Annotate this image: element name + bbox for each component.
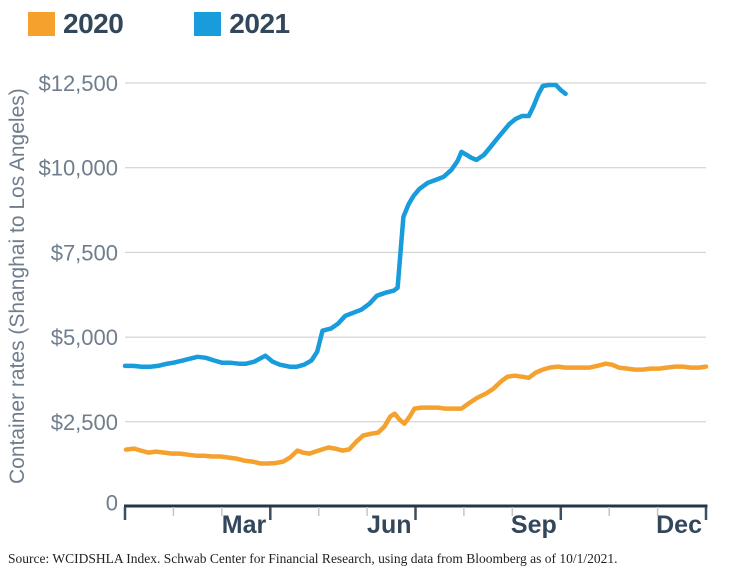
y-tick-label: $5,000 [51,325,118,350]
plot-area: $12,500 $10,000 $7,500 $5,000 $2,500 0 Mar Jun S… [38,71,709,539]
series-line-2021 [122,82,568,369]
y-tick-label: $2,500 [51,410,118,435]
legend-item-2021: 2021 [194,8,290,40]
x-tick-label-dec: Dec [656,511,702,539]
y-tick-label: 0 [106,491,118,516]
x-tick-label-sep: Sep [511,511,557,539]
series-line-2020 [123,361,709,466]
x-tick-label-mar: Mar [222,511,267,539]
y-tick-label: $10,000 [38,156,118,181]
legend-label-2021: 2021 [229,8,290,39]
legend-swatch-2020-icon [28,12,55,36]
legend-item-2020: 2020 [28,8,124,40]
y-tick-label: $7,500 [51,240,118,265]
chart-legend: 2020 2021 [28,8,290,40]
source-note: Source: WCIDSHLA Index. Schwab Center fo… [8,551,618,566]
legend-swatch-2021-icon [194,12,222,36]
x-tick-label-jun: Jun [367,511,411,539]
legend-label-2020: 2020 [63,8,124,39]
y-tick-label: $12,500 [38,71,118,96]
